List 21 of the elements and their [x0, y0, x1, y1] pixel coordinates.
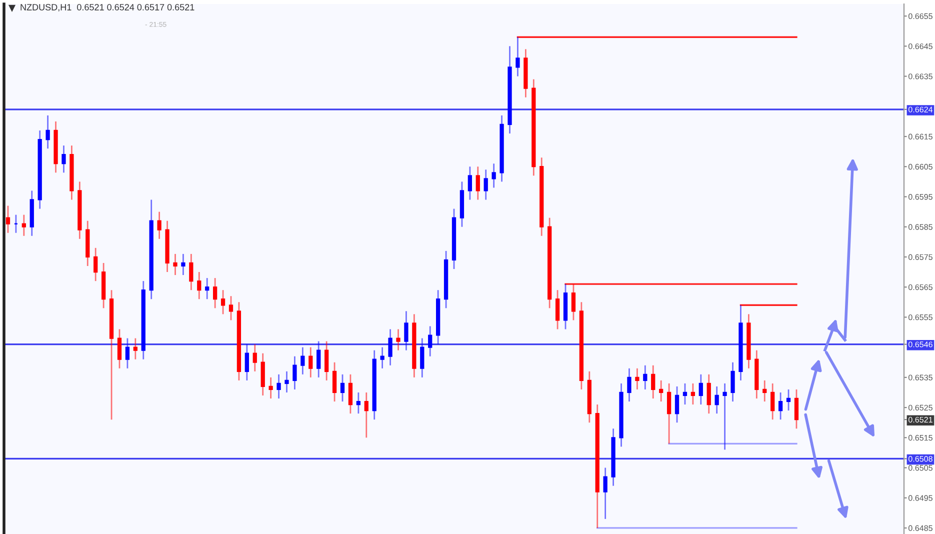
- y-tick-label: 0.6555: [908, 314, 932, 320]
- y-tick-label: 0.6485: [908, 525, 932, 531]
- y-tick-label: 0.6515: [908, 434, 932, 441]
- y-tick-label: 0.6521: [908, 416, 932, 423]
- y-tick-label: 0.6495: [908, 495, 932, 501]
- y-tick-label: 0.6525: [908, 404, 932, 411]
- chart-title: NZDUSD,H1 0.6521 0.6524 0.6517 0.6521: [20, 4, 194, 12]
- y-tick-label: 0.6635: [908, 74, 932, 80]
- y-tick-label: 0.6605: [908, 164, 932, 170]
- y-tick-label: 0.6546: [908, 342, 932, 348]
- y-tick-label: 0.6565: [908, 284, 932, 290]
- y-tick-label: 0.6615: [908, 134, 932, 140]
- y-tick-label: 0.6624: [908, 106, 933, 112]
- y-tick-label: 0.6575: [908, 254, 932, 260]
- y-tick-label: 0.6585: [908, 224, 932, 230]
- y-tick-label: 0.6505: [908, 465, 932, 471]
- y-tick-label: 0.6535: [908, 374, 932, 380]
- y-tick-label: 0.6655: [908, 13, 932, 20]
- y-tick-label: 0.6508: [908, 456, 932, 462]
- y-tick-label: 0.6645: [908, 43, 932, 50]
- y-tick-label: 0.6595: [908, 194, 932, 200]
